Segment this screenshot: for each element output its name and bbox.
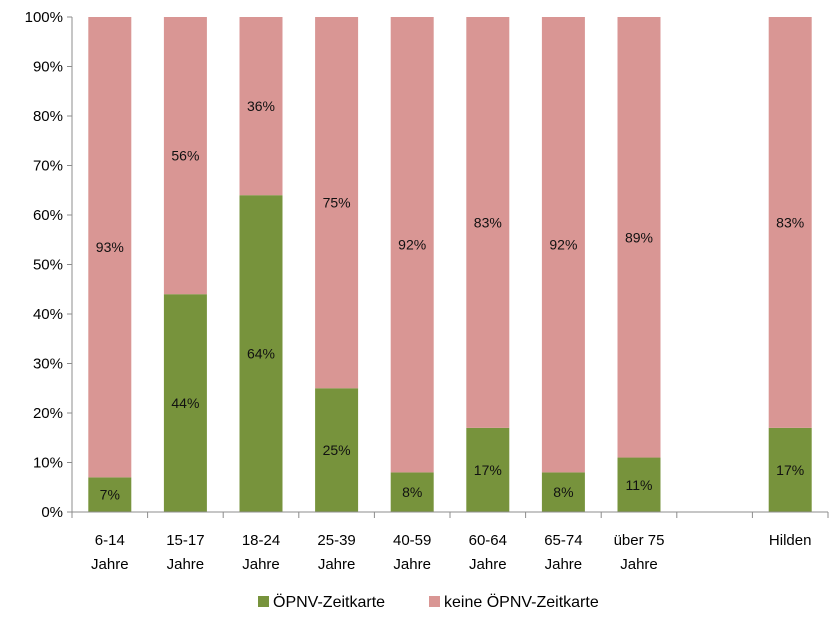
- data-label: 36%: [247, 98, 275, 114]
- x-tick-label: Jahre: [91, 556, 129, 573]
- data-label: 92%: [549, 237, 577, 253]
- y-tick-label: 70%: [33, 158, 63, 175]
- x-tick-label: 60-64: [469, 532, 507, 549]
- legend-swatch: [258, 596, 269, 607]
- data-label: 17%: [474, 462, 502, 478]
- x-tick-label: 18-24: [242, 532, 280, 549]
- data-label: 92%: [398, 237, 426, 253]
- x-tick-label: Jahre: [318, 556, 356, 573]
- data-label: 7%: [100, 487, 120, 503]
- data-label: 8%: [402, 484, 422, 500]
- y-tick-label: 80%: [33, 108, 63, 125]
- legend-label: keine ÖPNV-Zeitkarte: [444, 593, 599, 611]
- x-tick-label: über 75: [614, 532, 665, 549]
- legend: ÖPNV-Zeitkarte keine ÖPNV-Zeitkarte: [258, 593, 599, 611]
- y-axis: 0% 10% 20% 30% 40% 50% 60% 70% 80% 90% 100%: [25, 9, 72, 521]
- y-tick-label: 50%: [33, 257, 63, 274]
- y-tick-label: 100%: [25, 9, 63, 26]
- x-tick-label: 15-17: [166, 532, 204, 549]
- y-tick-label: 20%: [33, 405, 63, 422]
- data-label: 93%: [96, 239, 124, 255]
- y-tick-label: 60%: [33, 207, 63, 224]
- y-tick-label: 10%: [33, 455, 63, 472]
- y-tick-label: 90%: [33, 59, 63, 76]
- x-tick-label: Jahre: [469, 556, 507, 573]
- legend-label: ÖPNV-Zeitkarte: [273, 593, 385, 611]
- x-tick-label: Hilden: [769, 532, 812, 549]
- data-label: 75%: [323, 195, 351, 211]
- legend-swatch: [429, 596, 440, 607]
- x-tick-label: Jahre: [545, 556, 583, 573]
- data-label: 56%: [171, 148, 199, 164]
- x-axis: 6-14 Jahre 15-17 Jahre 18-24 Jahre 25-39 Jahre 4…: [72, 512, 828, 573]
- x-tick-label: 6-14: [95, 532, 125, 549]
- x-tick-label: 40-59: [393, 532, 431, 549]
- data-label: 64%: [247, 346, 275, 362]
- x-tick-label: Jahre: [393, 556, 431, 573]
- data-label: 25%: [323, 442, 351, 458]
- x-tick-label: Jahre: [620, 556, 658, 573]
- x-tick-label: 65-74: [544, 532, 582, 549]
- data-label: 83%: [776, 214, 804, 230]
- data-label: 83%: [474, 214, 502, 230]
- x-tick-label: Jahre: [167, 556, 205, 573]
- x-tick-label: Jahre: [242, 556, 280, 573]
- data-label: 17%: [776, 462, 804, 478]
- bars: [88, 17, 811, 512]
- x-tick-label: 25-39: [317, 532, 355, 549]
- data-label: 89%: [625, 229, 653, 245]
- data-label: 44%: [171, 395, 199, 411]
- data-label: 11%: [626, 477, 653, 493]
- y-tick-label: 40%: [33, 306, 63, 323]
- data-label: 8%: [553, 484, 573, 500]
- y-tick-label: 0%: [41, 504, 63, 521]
- y-tick-label: 30%: [33, 356, 63, 373]
